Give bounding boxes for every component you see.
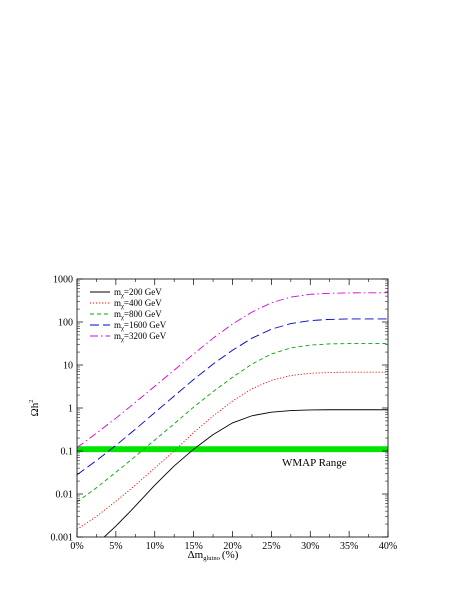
legend-label-value: =3200 GeV: [124, 331, 167, 341]
x-axis-label: Δmgluino (%): [188, 549, 239, 562]
x-tick-label: 35%: [340, 541, 358, 552]
x-tick-label: 5%: [109, 541, 122, 552]
legend-label-value: =400 GeV: [124, 298, 162, 308]
legend-label-sub: χ: [121, 303, 124, 310]
x-axis-label-sub: gluino: [203, 555, 220, 562]
legend-label-sub: χ: [121, 292, 124, 299]
y-axis-label-main: Ωh: [29, 402, 41, 416]
y-axis-label: Ωh2: [28, 400, 41, 417]
legend-label-value: =800 GeV: [124, 309, 162, 319]
x-tick-label: 15%: [184, 541, 202, 552]
band-label: WMAP Range: [282, 457, 347, 469]
band-layer: [77, 446, 388, 453]
legend-label-name: m: [114, 298, 121, 308]
series-line-4: [77, 318, 388, 476]
series-line-5: [77, 292, 388, 448]
series-line-1: [103, 409, 388, 537]
legend-label-sub: χ: [121, 336, 124, 343]
x-tick-label: 20%: [223, 541, 241, 552]
wmap-band: [77, 446, 388, 453]
x-tick-label: 25%: [262, 541, 280, 552]
y-tick-label: 0.01: [56, 490, 74, 501]
legend-label-2: mχ=400 GeV: [114, 298, 162, 310]
y-tick-label: 0.1: [61, 447, 74, 458]
legend-label-sub: χ: [121, 325, 124, 332]
ticklabel-layer: 0% 5% 10% 15% 20% 25% 30% 35% 40% 0.001 0.01 0.1 1 10…: [51, 275, 398, 553]
x-axis-label-unit: (%): [222, 549, 239, 561]
y-axis-label-sup: 2: [28, 400, 35, 403]
series-line-3: [77, 343, 388, 503]
x-axis-label-main: Δm: [188, 549, 204, 561]
series-line-2: [77, 371, 388, 530]
legend-label-name: m: [114, 331, 121, 341]
x-tick-label: 40%: [379, 541, 397, 552]
legend-label-value: =200 GeV: [124, 287, 162, 297]
y-tick-label: 10: [63, 361, 73, 372]
y-tick-label: 1: [68, 404, 73, 415]
legend-label-name: m: [114, 287, 121, 297]
x-tick-label: 30%: [301, 541, 319, 552]
legend-label-5: mχ=3200 GeV: [114, 331, 167, 343]
legend-label-name: m: [114, 309, 121, 319]
x-tick-label: 0%: [70, 541, 83, 552]
y-tick-label: 1000: [53, 275, 73, 286]
legend-label-1: mχ=200 GeV: [114, 287, 162, 299]
x-tick-label: 10%: [146, 541, 164, 552]
series-layer: [77, 292, 388, 537]
tick-layer: [76, 278, 389, 538]
legend-label-name: m: [114, 320, 121, 330]
legend-label-value: =1600 GeV: [124, 320, 167, 330]
legend-label-3: mχ=800 GeV: [114, 309, 162, 321]
legend-label-sub: χ: [121, 314, 124, 321]
legend-label-4: mχ=1600 GeV: [114, 320, 167, 332]
y-tick-label: 100: [58, 318, 73, 329]
y-tick-label: 0.001: [51, 533, 74, 544]
